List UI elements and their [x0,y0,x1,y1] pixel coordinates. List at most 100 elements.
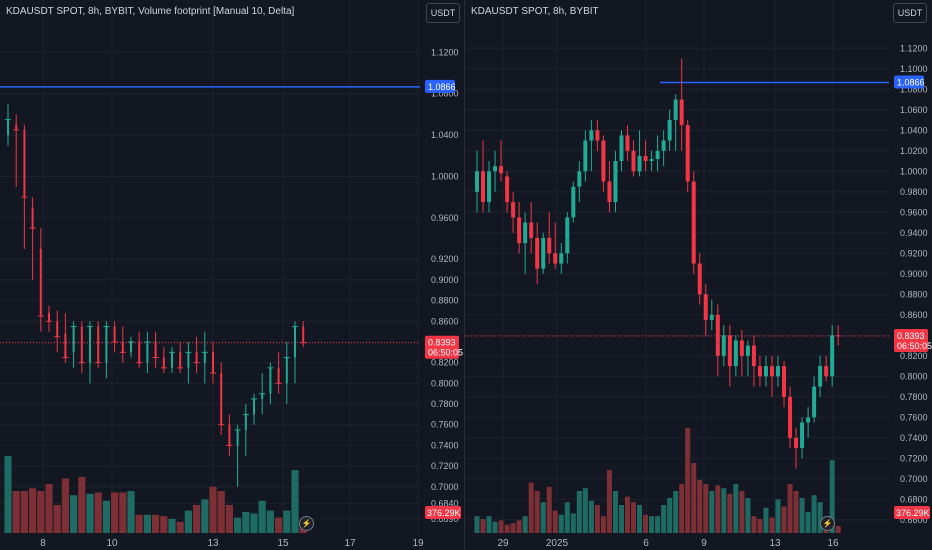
candle-body [613,161,618,203]
lightning-icon[interactable]: ⚡ [820,516,835,531]
candle-body [601,140,606,182]
candle-body [619,135,624,162]
candle-body [607,181,612,203]
y-tick-label: 0.8600 [900,310,928,320]
candle-body [836,335,841,337]
candle-body [583,140,588,172]
candle-body [15,124,18,130]
candle-body [187,352,190,368]
candle-body [763,366,768,377]
pane-divider[interactable] [464,0,465,550]
volume-label-box [425,506,461,519]
chart-title: KDAUSDT SPOT, 8h, BYBIT [471,6,599,17]
volume-bar [643,514,649,533]
candle-body [769,366,774,377]
volume-bar [152,514,160,533]
y-tick-label: 0.7800 [900,392,928,402]
volume-bar [119,492,127,533]
x-tick-label: 15 [277,538,289,549]
candle-body [481,171,486,203]
volume-bar [193,505,201,533]
candle-body [547,237,552,254]
volume-bar [631,502,637,533]
lightning-icon[interactable]: ⚡ [299,516,314,531]
candle-body [171,352,173,368]
chart-pane-right[interactable]: 1.1200 1.1000 1.0800 1.0600 1.0400 1.0200 1.00… [465,0,932,550]
candle-body [277,367,280,384]
candle-body [56,321,59,337]
volume-bar [673,491,679,533]
volume-bar [504,524,510,533]
chart-pane-left[interactable]: 1.1200 1.0800 1.0400 1.0000 0.9600 0.9200 0.90… [0,0,464,550]
volume-bar [576,491,582,533]
y-tick-label: 0.7200 [431,461,459,471]
volume-bar [225,505,233,533]
y-tick-label: 0.9000 [900,269,928,279]
candle-body [739,340,744,356]
candle-body [269,367,272,394]
chart-title: KDAUSDT SPOT, 8h, BYBIT, Volume footprin… [6,6,295,17]
volume-bar [775,499,781,533]
candle-body [830,335,835,377]
candle-body [517,217,522,244]
y-tick-label: 0.8800 [431,296,459,306]
y-tick-label: 0.7000 [431,482,459,492]
candle-body [113,326,116,342]
candle-body [824,366,829,377]
candle-body [64,333,67,358]
y-tick-label: 0.9000 [431,275,459,285]
volume-bar [250,513,258,533]
candle-body [154,341,157,358]
candle-body [220,373,223,425]
volume-bar [86,493,94,533]
candle-body [655,150,660,159]
volume-bar [679,484,685,533]
volume-bar [799,498,805,533]
volume-bar [727,493,733,533]
volume-bar [739,491,745,533]
candle-body [89,326,91,363]
volume-bar [29,488,37,533]
volume-bar [606,470,612,533]
candle-body [637,155,642,172]
y-tick-label: 1.1000 [900,64,928,74]
volume-bar [234,517,242,533]
candle-body [733,340,738,367]
candle-body [535,237,540,269]
currency-button[interactable]: USDT [426,3,460,23]
volume-bar [751,516,757,533]
level-label: 1.0866 [428,82,456,92]
volume-bar [540,502,546,533]
candle-body [97,326,100,363]
candle-body [487,171,492,203]
candle-body [475,171,479,192]
volume-bar [835,526,841,533]
volume-bar [94,492,102,533]
volume-bar [184,510,192,533]
candle-body [776,366,780,377]
y-tick-label: 0.7400 [900,433,928,443]
candle-body [529,222,534,238]
level-label-box [894,75,924,89]
volume-bar [709,491,715,533]
candle-body [703,294,708,320]
candle-body [23,129,26,198]
x-tick-label: 13 [207,538,219,549]
y-tick-label: 0.9400 [900,228,928,238]
candle-body [709,314,714,320]
chart-canvas[interactable]: 1.1200 1.0800 1.0400 1.0000 0.9600 0.9200 0.90… [0,0,464,550]
volume-bar [160,516,168,533]
y-tick-label: 0.6800 [900,494,928,504]
chart-canvas[interactable]: 1.1200 1.1000 1.0800 1.0600 1.0400 1.0200 1.00… [465,0,932,550]
candle-body [541,237,546,269]
volume-bar [143,514,151,533]
currency-button[interactable]: USDT [893,3,927,23]
volume-bar [480,519,486,533]
volume-bar [655,516,661,533]
volume-bar [781,506,787,533]
y-tick-label: 1.0400 [431,130,459,140]
candle-body [757,366,762,377]
volume-bar [111,492,119,533]
y-tick-label: 1.0800 [431,89,459,99]
volume-bar [266,510,274,533]
